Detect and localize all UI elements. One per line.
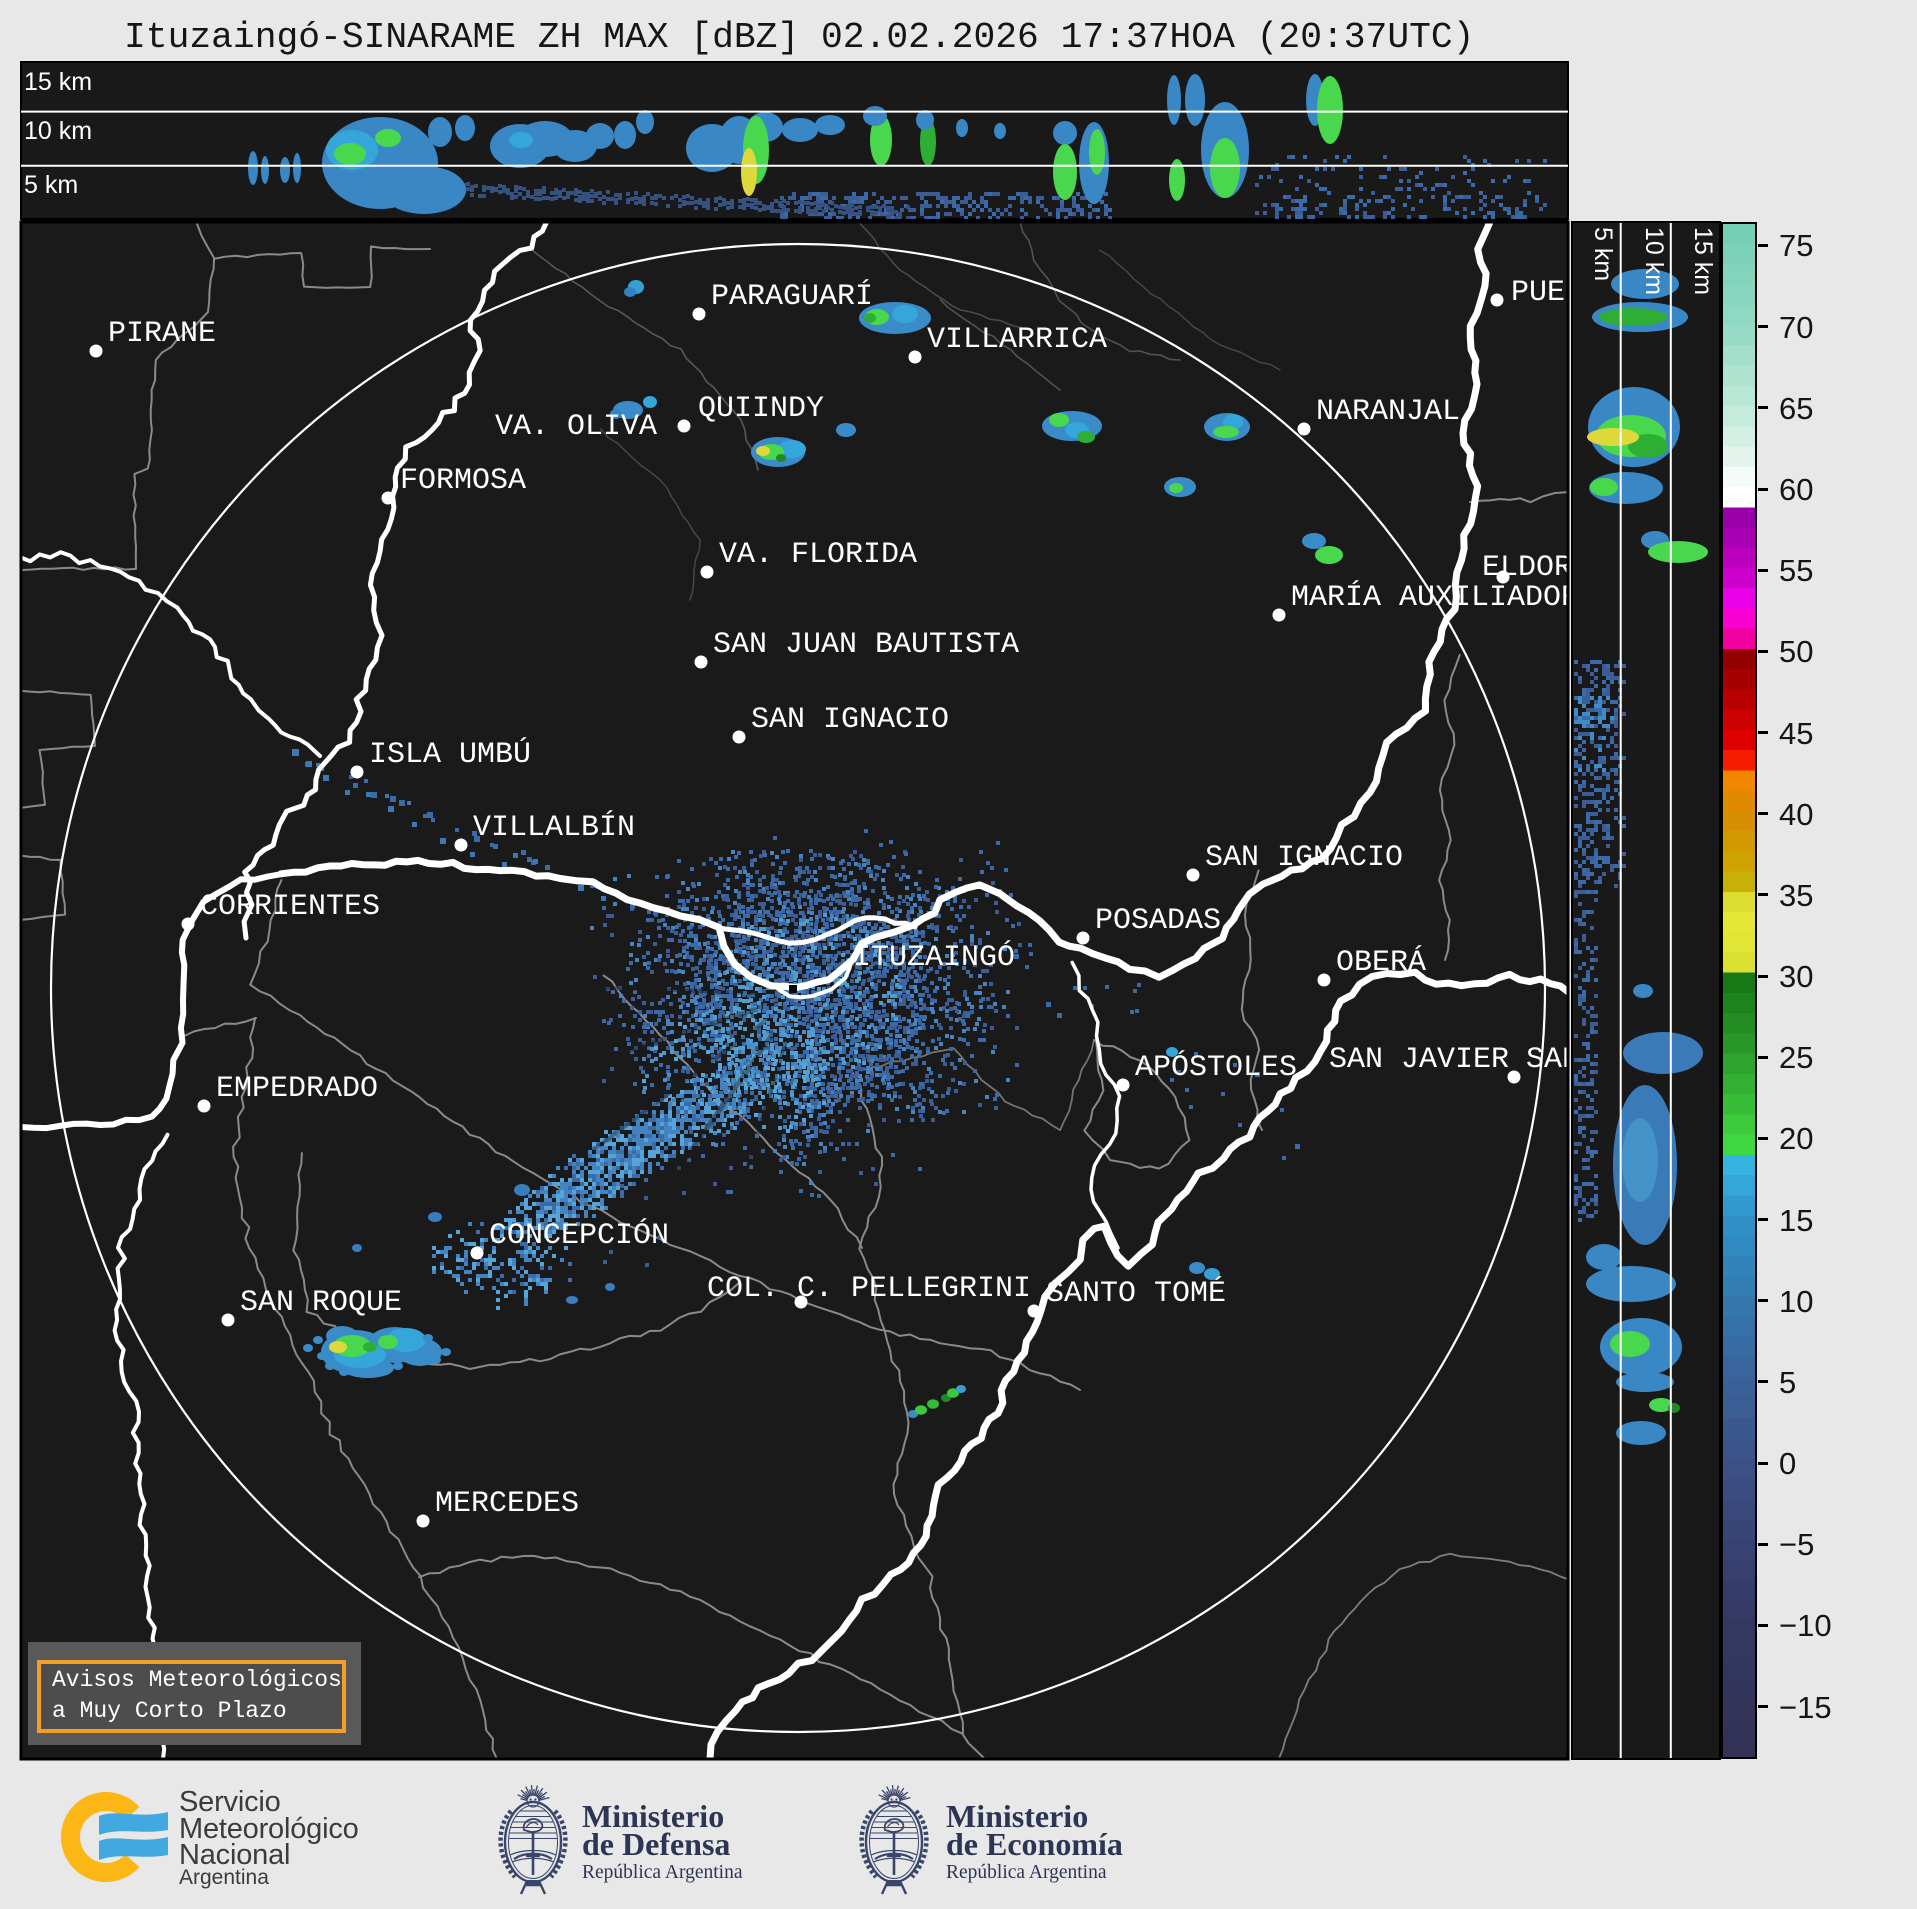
svg-text:SAN ROQUE: SAN ROQUE bbox=[240, 1286, 402, 1320]
svg-text:EMPEDRADO: EMPEDRADO bbox=[216, 1072, 378, 1106]
svg-text:SAN IGNACIO: SAN IGNACIO bbox=[751, 703, 949, 737]
svg-text:MARÍA AUXILIADORA: MARÍA AUXILIADORA bbox=[1291, 580, 1597, 615]
svg-text:CORRIENTES: CORRIENTES bbox=[200, 890, 380, 924]
svg-text:FORMOSA: FORMOSA bbox=[400, 464, 526, 498]
svg-text:ISLA UMBÚ: ISLA UMBÚ bbox=[369, 737, 531, 772]
svg-text:COL. C. PELLEGRINI: COL. C. PELLEGRINI bbox=[707, 1272, 1031, 1306]
svg-text:PIRANE: PIRANE bbox=[108, 317, 216, 351]
svg-text:VILLARRICA: VILLARRICA bbox=[927, 323, 1107, 357]
svg-text:NARANJAL: NARANJAL bbox=[1316, 395, 1460, 429]
svg-text:SAN JUAN BAUTISTA: SAN JUAN BAUTISTA bbox=[713, 628, 1019, 662]
svg-text:QUIINDY: QUIINDY bbox=[698, 392, 824, 426]
svg-text:5 km: 5 km bbox=[24, 171, 78, 199]
svg-text:10 km: 10 km bbox=[24, 117, 92, 145]
svg-text:PUERTO: PUERTO bbox=[1511, 276, 1619, 310]
svg-text:OBERÁ: OBERÁ bbox=[1336, 945, 1426, 980]
svg-text:SAN IGNACIO: SAN IGNACIO bbox=[1205, 841, 1403, 875]
svg-text:ELDORADO: ELDORADO bbox=[1482, 551, 1626, 585]
svg-text:VA. OLIVA: VA. OLIVA bbox=[495, 410, 657, 444]
svg-text:VA. FLORIDA: VA. FLORIDA bbox=[719, 538, 917, 572]
svg-text:SANTO TOMÉ: SANTO TOMÉ bbox=[1046, 1276, 1226, 1311]
svg-text:MERCEDES: MERCEDES bbox=[435, 1487, 579, 1521]
svg-text:15 km: 15 km bbox=[1689, 227, 1717, 295]
svg-text:ITUZAINGÓ: ITUZAINGÓ bbox=[853, 940, 1015, 975]
svg-text:5 km: 5 km bbox=[1589, 227, 1617, 281]
svg-text:APÓSTOLES: APÓSTOLES bbox=[1135, 1050, 1297, 1085]
svg-text:CONCEPCIÓN: CONCEPCIÓN bbox=[489, 1218, 669, 1253]
svg-text:SAN JAVIER: SAN JAVIER bbox=[1329, 1043, 1509, 1077]
svg-text:POSADAS: POSADAS bbox=[1095, 904, 1221, 938]
svg-text:15 km: 15 km bbox=[24, 68, 92, 96]
svg-text:10 km: 10 km bbox=[1640, 227, 1668, 295]
svg-text:PARAGUARÍ: PARAGUARÍ bbox=[711, 279, 873, 314]
svg-text:VILLALBÍN: VILLALBÍN bbox=[473, 810, 635, 845]
svg-text:SAN: SAN bbox=[1526, 1043, 1580, 1077]
